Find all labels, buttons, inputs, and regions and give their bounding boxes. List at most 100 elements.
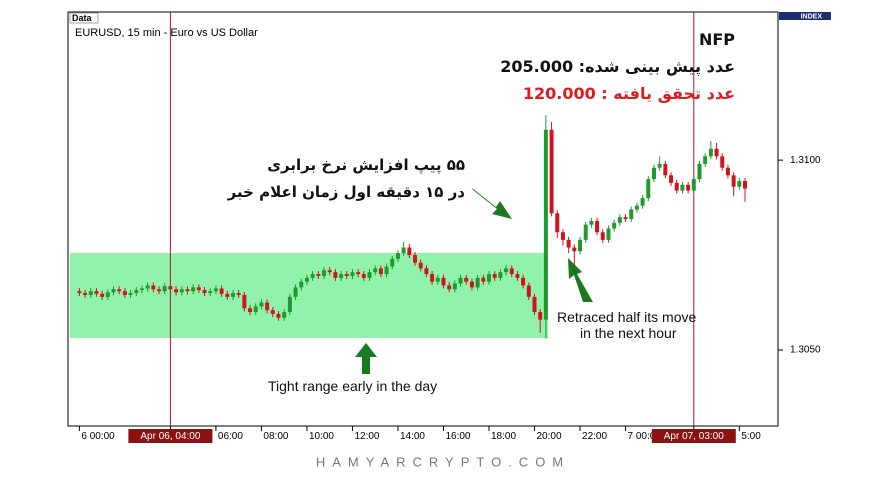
candle-body <box>600 232 605 240</box>
candle-body <box>105 292 110 297</box>
candle-body <box>378 268 383 275</box>
x-tick-label: 16:00 <box>445 431 470 442</box>
candle-body <box>691 179 696 191</box>
candle-body <box>253 306 258 313</box>
x-tick-label: 22:00 <box>582 431 607 442</box>
candle-body <box>191 287 196 292</box>
candle-body <box>367 272 372 278</box>
watermark: HAMYARCRYPTO.COM <box>316 454 570 469</box>
candle-body <box>578 239 583 252</box>
candle-body <box>526 285 531 297</box>
candle-body <box>401 247 406 254</box>
candle-body <box>356 272 361 275</box>
candle-body <box>316 274 321 276</box>
candle-body <box>242 294 247 309</box>
candle-body <box>521 277 526 286</box>
candle-body <box>674 182 679 191</box>
plot-frame <box>67 11 779 427</box>
candle-body <box>640 198 645 206</box>
candle-body <box>492 274 497 278</box>
x-tick-label: 10:00 <box>309 431 334 442</box>
candle-body <box>424 268 429 275</box>
candle-body <box>481 277 486 282</box>
range-highlight <box>70 253 548 338</box>
note-fa: در ۱۵ دقیقه اول زمان اعلام خبر <box>227 183 465 201</box>
candle-body <box>458 277 463 284</box>
x-tick-label-bg <box>128 429 213 443</box>
candle-body <box>117 289 122 292</box>
candle-body <box>509 268 514 275</box>
candle-body <box>657 163 662 168</box>
candle-body <box>134 290 139 294</box>
candle-body <box>327 270 332 273</box>
candle-body <box>469 281 474 288</box>
candle-body <box>532 296 537 313</box>
candle-body <box>270 310 275 314</box>
note-retrace: Retraced half its move <box>557 309 697 325</box>
index-label: INDEX <box>801 13 823 20</box>
candle-body <box>83 293 88 295</box>
candle-body <box>219 288 224 294</box>
candle-body <box>663 163 668 176</box>
candle-body <box>77 291 82 294</box>
forecast: عدد پیش بینی شده: 205.000 <box>500 57 735 76</box>
x-tick-label: Apr 07, 03:00 <box>664 431 724 442</box>
candle-body <box>623 217 628 219</box>
candle-body <box>293 287 298 297</box>
window-label-box <box>69 12 99 24</box>
candle-body <box>430 274 435 282</box>
candle-body <box>731 175 736 187</box>
candle-body <box>390 258 395 267</box>
candle-body <box>697 163 702 180</box>
candle-body <box>157 289 162 292</box>
candle-body <box>504 268 509 273</box>
x-tick-label-bg <box>651 429 736 443</box>
candle-body <box>248 308 253 313</box>
candle-body <box>299 281 304 288</box>
candle-body <box>88 291 93 295</box>
candle-body <box>725 167 730 176</box>
candle-body <box>583 224 588 240</box>
candle-body <box>322 270 327 276</box>
candle-body <box>703 156 708 164</box>
candle-body <box>572 247 577 252</box>
candle-body <box>606 228 611 240</box>
candle-body <box>122 291 127 295</box>
x-tick-label: 18:00 <box>491 431 516 442</box>
candle-body <box>737 181 742 187</box>
candle-body <box>743 181 748 189</box>
candle-body <box>230 293 235 297</box>
arrow <box>355 343 377 374</box>
candle-body <box>418 262 423 269</box>
candle-body <box>373 268 378 273</box>
candle-body <box>543 129 548 320</box>
candle-body <box>333 272 338 278</box>
candle-body <box>236 293 241 295</box>
candle-body <box>651 167 656 180</box>
candle-body <box>646 179 651 199</box>
candle-body <box>686 184 691 191</box>
candle-body <box>168 286 173 290</box>
candle-body <box>139 288 144 291</box>
candle-body <box>162 286 167 292</box>
candle-body <box>384 266 389 275</box>
candle-body <box>265 302 270 311</box>
y-tick-label: 1.3100 <box>790 155 821 166</box>
candle-body <box>708 148 713 157</box>
index-box <box>779 12 831 20</box>
candle-body <box>213 288 218 292</box>
candle-body <box>634 205 639 210</box>
arrow <box>472 188 512 219</box>
candle-body <box>174 289 179 293</box>
candle-body <box>680 184 685 191</box>
candle-body <box>435 277 440 282</box>
x-tick-label: 12:00 <box>354 431 379 442</box>
candle-body <box>617 217 622 223</box>
candle-body <box>447 285 452 290</box>
candle-body <box>515 274 520 278</box>
candle-body <box>350 272 355 276</box>
x-tick-label: 14:00 <box>400 431 425 442</box>
candle-body <box>395 253 400 259</box>
candle-body <box>202 290 207 294</box>
candle-body <box>629 209 634 219</box>
